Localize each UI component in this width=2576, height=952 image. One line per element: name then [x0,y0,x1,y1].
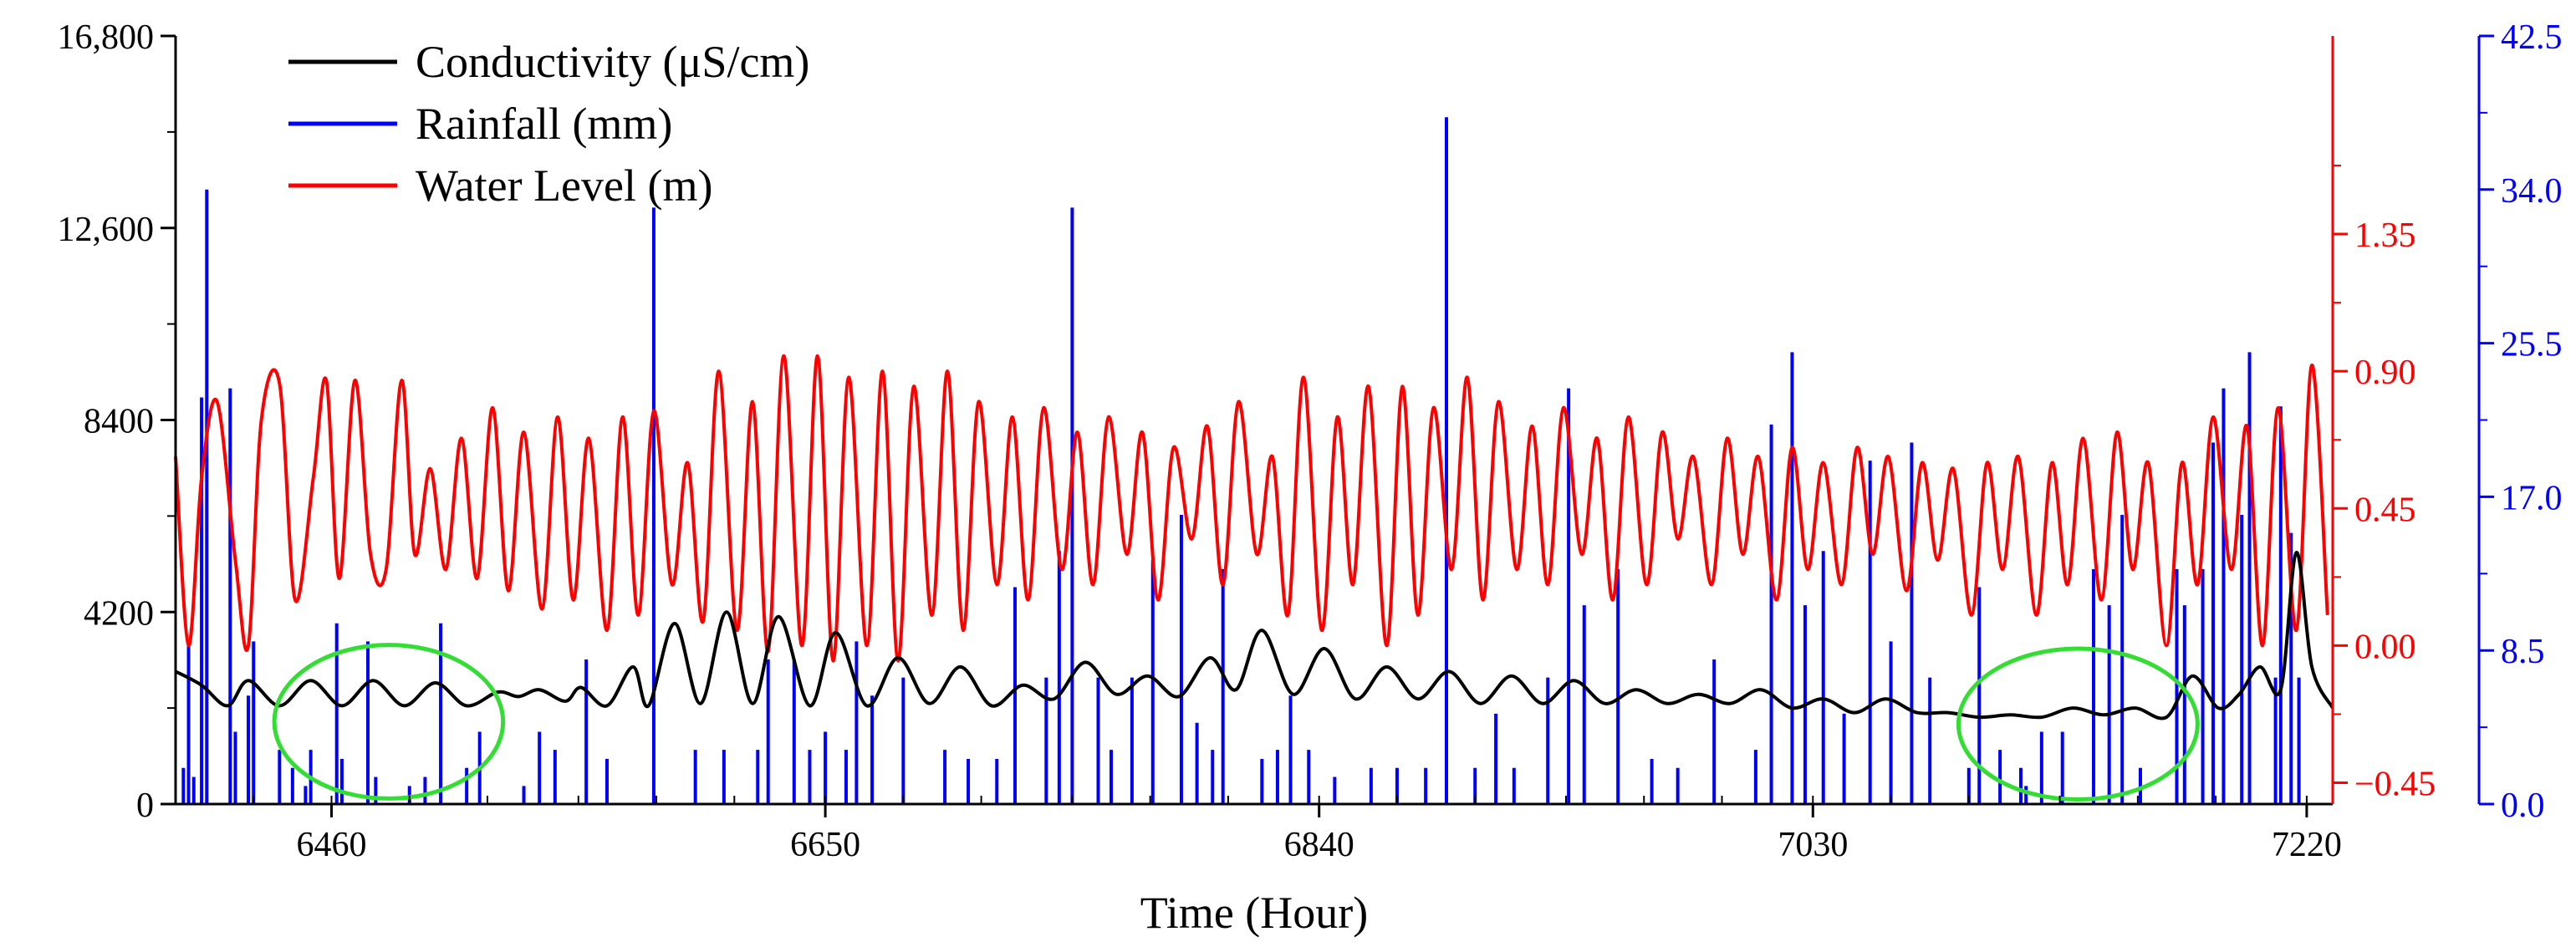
y-rain-tick-label: 34.0 [2501,172,2563,211]
ticks: 6460 6650 6840 7030 7220 0 4200 8400 12,600 16,80… [58,18,2563,864]
x-tick-label: 6840 [1284,826,1354,864]
y-rain-tick-label: 17.0 [2501,479,2563,517]
plot-area [174,117,2334,804]
x-tick-label: 6650 [790,826,860,864]
axes [174,36,2481,806]
y-level-tick-label: 0.45 [2354,491,2416,529]
legend-label-rainfall: Rainfall (mm) [416,99,672,149]
conductivity-line [175,551,2334,720]
water-level-series [174,354,2329,663]
y-level-tick-label: −0.45 [2354,765,2436,803]
annotations [272,643,2200,802]
y-left-tick-label: 16,800 [58,18,155,57]
y-left-tick-label: 0 [136,787,154,825]
x-tick-label: 6460 [297,826,367,864]
highlight-ellipse [272,643,506,801]
conductivity-series [175,551,2334,720]
water-level-line [174,354,2329,663]
legend-label-conductivity: Conductivity (μS/cm) [416,37,809,87]
y-level-tick-label: 1.35 [2354,216,2416,255]
y-rain-tick-label: 42.5 [2501,18,2563,57]
legend-label-water-level: Water Level (m) [416,160,712,211]
y-rain-tick-label: 8.5 [2501,633,2545,671]
y-left-tick-label: 4200 [84,594,154,633]
highlight-ellipse [1956,646,2200,802]
x-tick-label: 7220 [2272,826,2342,864]
y-left-tick-label: 12,600 [58,211,155,249]
legend: Conductivity (μS/cm) Rainfall (mm) Water… [288,37,809,211]
y-rain-tick-label: 0.0 [2501,787,2545,825]
y-left-tick-label: 8400 [84,403,154,441]
x-tick-label: 7030 [1778,826,1848,864]
x-axis-title: Time (Hour) [1140,888,1369,938]
y-level-tick-label: 0.00 [2354,628,2416,666]
y-level-tick-label: 0.90 [2354,354,2416,392]
y-rain-tick-label: 25.5 [2501,326,2563,364]
